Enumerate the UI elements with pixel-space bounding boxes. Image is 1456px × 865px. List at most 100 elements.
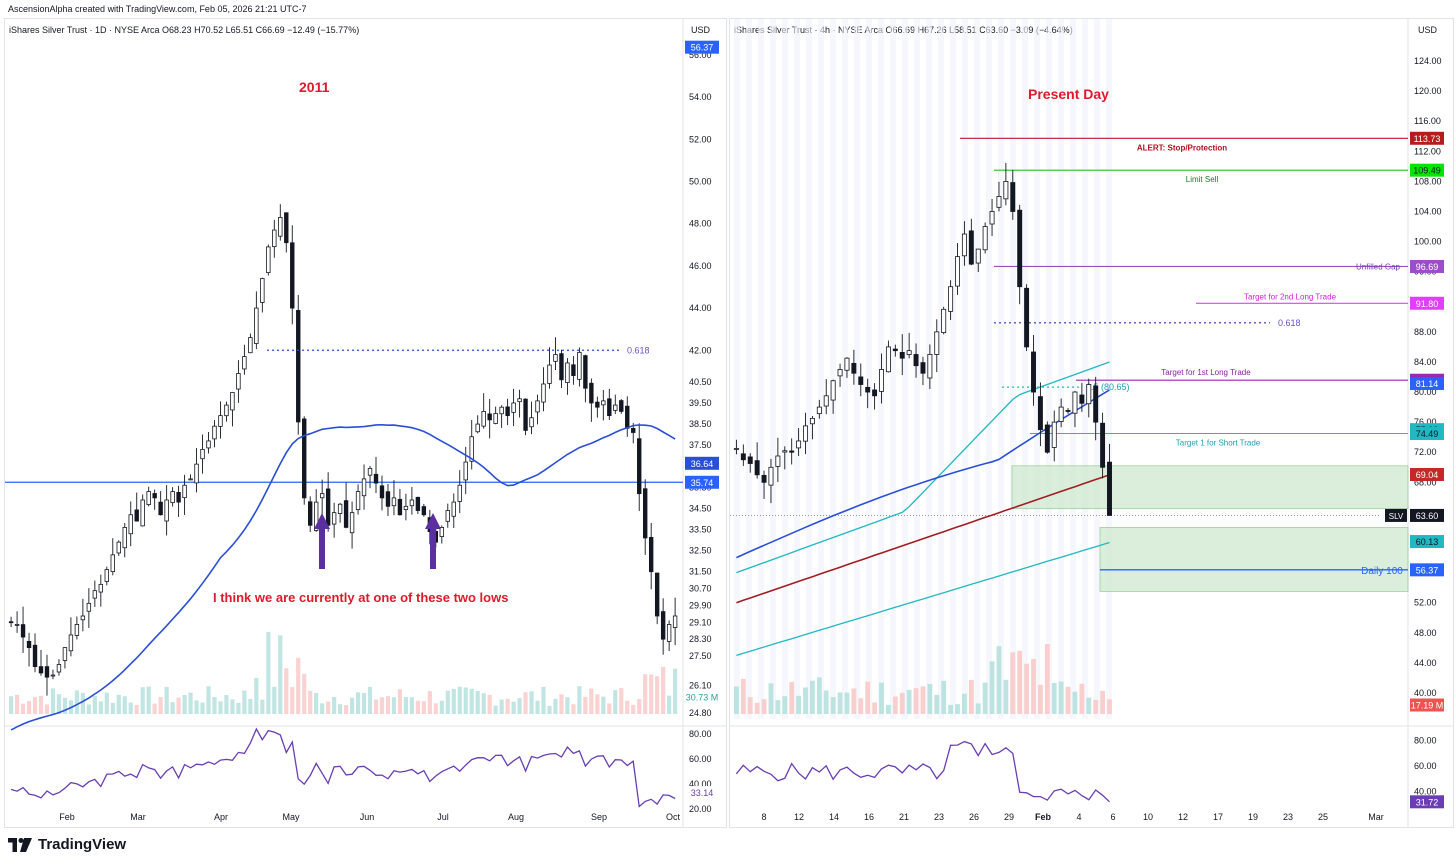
left-rsi-tick-label: 60.00 bbox=[689, 754, 712, 764]
left-price-tag-level-bg bbox=[685, 475, 719, 489]
right-candle-body bbox=[1072, 391, 1078, 414]
right-price-tag-bg bbox=[1410, 376, 1444, 390]
right-candle-body bbox=[934, 331, 940, 355]
right-x-tick-label: 21 bbox=[899, 812, 909, 822]
left-candle-body bbox=[98, 583, 104, 593]
left-candle-body bbox=[337, 503, 343, 514]
right-volume-bar bbox=[996, 646, 1002, 714]
left-volume-bar bbox=[511, 701, 516, 714]
left-volume-bar bbox=[80, 692, 85, 714]
left-x-tick-label: May bbox=[282, 812, 300, 822]
right-x-tick-label: 26 bbox=[969, 812, 979, 822]
left-candle-body bbox=[68, 634, 74, 652]
right-chart-panel[interactable]: iShares Silver Trust · 4h · NYSE Arca O6… bbox=[729, 18, 1454, 828]
left-chart-panel[interactable]: iShares Silver Trust · 1D · NYSE Arca O6… bbox=[4, 18, 727, 828]
left-volume-bar bbox=[314, 692, 319, 714]
right-volume-bar bbox=[734, 686, 739, 714]
left-price-tag-volume-bg bbox=[685, 690, 719, 704]
right-chart-canvas[interactable]: 40.0044.0048.0052.0056.0060.0064.0068.00… bbox=[730, 19, 1453, 827]
left-volume-bar bbox=[613, 690, 618, 714]
left-x-tick-label: Jul bbox=[437, 812, 449, 822]
left-candle-body bbox=[451, 501, 456, 517]
right-volume-bar bbox=[899, 692, 905, 714]
right-session-stripe bbox=[1046, 19, 1052, 719]
left-volume-bar bbox=[565, 697, 570, 714]
left-volume-bar bbox=[499, 699, 504, 714]
right-candle-body bbox=[1107, 461, 1112, 516]
right-y-tick-label: 104.00 bbox=[1414, 206, 1442, 216]
right-volume-bar bbox=[1072, 691, 1078, 714]
left-note-annotation: I think we are currently at one of these… bbox=[213, 590, 508, 605]
left-volume-bar bbox=[338, 704, 343, 714]
right-candle-body bbox=[768, 466, 774, 486]
left-price-tag-top: 56.37 bbox=[691, 43, 714, 53]
right-volume-bar bbox=[865, 681, 871, 714]
right-session-stripe bbox=[914, 19, 920, 719]
left-volume-bar bbox=[379, 697, 385, 714]
left-volume-bar bbox=[349, 697, 355, 714]
left-rsi-value-tag: 33.14 bbox=[691, 788, 714, 798]
right-candle-body bbox=[920, 362, 926, 374]
right-session-stripe bbox=[734, 19, 740, 719]
right-session-stripe bbox=[782, 19, 788, 719]
left-candle-body bbox=[457, 484, 462, 502]
left-volume-bar bbox=[493, 705, 498, 714]
left-y-tick-label: 31.50 bbox=[689, 567, 712, 577]
left-chart-canvas[interactable]: 24.80 26.10 27.50 28.30 29.10 29.90 30.70 31.50… bbox=[5, 19, 726, 827]
right-candle-body bbox=[899, 352, 905, 359]
left-candle-body bbox=[224, 404, 229, 417]
right-candle-body bbox=[809, 417, 815, 425]
left-candle-body bbox=[648, 536, 654, 573]
right-candle-body bbox=[789, 450, 795, 453]
left-x-tick-label: Mar bbox=[130, 812, 146, 822]
right-candle-body bbox=[955, 256, 960, 287]
right-price-tag: 63.60 bbox=[1416, 511, 1439, 521]
right-candle-body bbox=[740, 453, 746, 461]
left-candle-body bbox=[62, 647, 68, 661]
left-candle-body bbox=[421, 506, 427, 516]
left-candle-body bbox=[92, 590, 98, 599]
left-candle-body bbox=[469, 436, 474, 462]
right-candle-body bbox=[1079, 394, 1085, 404]
right-candle-body bbox=[941, 308, 947, 333]
right-session-stripe bbox=[830, 19, 836, 719]
right-candle-body bbox=[1003, 180, 1009, 200]
left-x-tick-label: Oct bbox=[666, 812, 681, 822]
left-candle-body bbox=[230, 392, 235, 411]
left-volume-bar bbox=[397, 689, 403, 714]
right-session-stripe bbox=[902, 19, 908, 719]
right-candle-body bbox=[844, 357, 850, 371]
right-session-stripe bbox=[962, 19, 968, 719]
left-y-tick-label: 34.50 bbox=[689, 503, 712, 513]
left-candle-body bbox=[601, 400, 606, 406]
left-candle-body bbox=[475, 423, 480, 433]
left-volume-bar bbox=[158, 697, 163, 714]
left-y-tick-label: 33.50 bbox=[689, 525, 712, 535]
left-volume-bar bbox=[469, 688, 474, 714]
left-x-tick-label: Apr bbox=[214, 812, 228, 822]
right-volume-bar bbox=[948, 704, 954, 714]
right-volume-bar bbox=[796, 695, 802, 714]
left-volume-bar bbox=[445, 690, 450, 714]
up-arrow-icon bbox=[425, 513, 441, 569]
right-price-tag-bg bbox=[1410, 535, 1444, 549]
left-price-tag-top-bg bbox=[685, 40, 719, 54]
left-candle-body bbox=[571, 364, 576, 376]
right-volume-bar bbox=[1038, 684, 1043, 714]
right-candle-body bbox=[796, 440, 802, 449]
left-y-tick-label: 38.50 bbox=[689, 419, 712, 429]
left-candle-body bbox=[254, 307, 259, 344]
left-volume-bar bbox=[152, 703, 157, 714]
left-x-tick-label: Jun bbox=[360, 812, 375, 822]
right-candle-body bbox=[1044, 424, 1050, 453]
left-volume-bar bbox=[212, 697, 217, 714]
left-candle-body bbox=[32, 644, 38, 668]
left-candle-body bbox=[559, 353, 564, 381]
left-y-tick-label: 40.50 bbox=[689, 377, 712, 387]
right-y-tick-label: 52.00 bbox=[1414, 598, 1437, 608]
left-candle-body bbox=[541, 383, 546, 403]
left-candle-body bbox=[86, 602, 92, 612]
right-x-tick-label: Feb bbox=[1035, 812, 1052, 822]
left-volume-bar bbox=[110, 702, 115, 714]
left-candle-body bbox=[236, 373, 241, 390]
